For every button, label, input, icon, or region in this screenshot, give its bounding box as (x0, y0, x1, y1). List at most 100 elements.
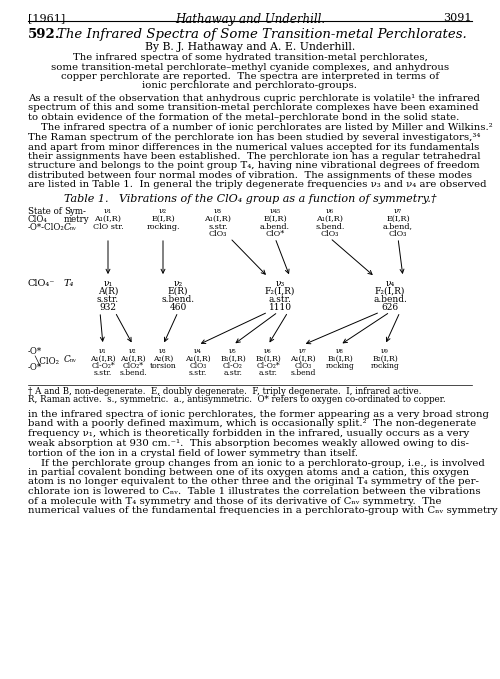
Text: R, Raman active.  s., symmetric.  a., antisymmetric.  O* refers to oxygen co-ord: R, Raman active. s., symmetric. a., anti… (28, 395, 446, 405)
Text: ν₂: ν₂ (159, 207, 167, 215)
Text: ν₄₅: ν₄₅ (270, 207, 280, 215)
Text: As a result of the observation that anhydrous cupric perchlorate is volatile¹ th: As a result of the observation that anhy… (28, 94, 480, 103)
Text: frequency ν₁, which is theoretically forbidden in the infrared, usually occurs a: frequency ν₁, which is theoretically for… (28, 429, 469, 438)
Text: s.str.: s.str. (208, 223, 228, 231)
Text: copper perchlorate are reported.  The spectra are interpreted in terms of: copper perchlorate are reported. The spe… (61, 72, 439, 81)
Text: metry: metry (64, 215, 90, 224)
Text: A₁(I,R): A₁(I,R) (94, 215, 122, 223)
Text: spectrum of this and some transition-metal perchlorate complexes have been exami: spectrum of this and some transition-met… (28, 103, 478, 113)
Text: a.bend,: a.bend, (383, 223, 413, 231)
Text: ν₁: ν₁ (99, 347, 107, 355)
Text: Table 1.   Vibrations of the ClO₄ group as a function of symmetry.†: Table 1. Vibrations of the ClO₄ group as… (64, 194, 436, 204)
Text: band with a poorly defined maximum, which is occasionally split.²  The non-degen: band with a poorly defined maximum, whic… (28, 420, 476, 428)
Text: ν₂: ν₂ (129, 347, 137, 355)
Text: The Infrared Spectra of Some Transition-metal Perchlorates.: The Infrared Spectra of Some Transition-… (57, 28, 467, 41)
Text: distributed between four normal modes of vibration.  The assignments of these mo: distributed between four normal modes of… (28, 171, 472, 180)
Text: B₂(I,R): B₂(I,R) (372, 354, 398, 363)
Text: T₄: T₄ (64, 279, 74, 288)
Text: structure and belongs to the point group T₄, having nine vibrational degrees of : structure and belongs to the point group… (28, 162, 479, 170)
Text: The Raman spectrum of the perchlorate ion has been studied by several investigat: The Raman spectrum of the perchlorate io… (28, 133, 480, 142)
Text: A₁(I,R): A₁(I,R) (90, 354, 116, 363)
Text: 592.: 592. (28, 28, 60, 41)
Text: s.str.: s.str. (97, 295, 119, 304)
Text: By B. J. Hathaway and A. E. Underhill.: By B. J. Hathaway and A. E. Underhill. (145, 42, 355, 52)
Text: A₁(I,R): A₁(I,R) (316, 215, 344, 223)
Text: rocking: rocking (326, 362, 354, 370)
Text: ν₃: ν₃ (159, 347, 167, 355)
Text: s.bend: s.bend (290, 369, 316, 378)
Text: rocking: rocking (370, 362, 400, 370)
Text: Cₙᵥ: Cₙᵥ (64, 355, 78, 364)
Text: -O*: -O* (28, 347, 42, 356)
Text: The infrared spectra of a number of ionic perchlorates are listed by Miller and : The infrared spectra of a number of ioni… (28, 124, 493, 132)
Text: ν₈: ν₈ (336, 347, 344, 355)
Text: ν₁: ν₁ (104, 207, 112, 215)
Text: 460: 460 (170, 303, 186, 312)
Text: ν₆: ν₆ (326, 207, 334, 215)
Text: some transition-metal perchlorate–methyl cyanide complexes, and anhydrous: some transition-metal perchlorate–methyl… (51, 62, 449, 71)
Text: The infrared spectra of some hydrated transition-metal perchlorates,: The infrared spectra of some hydrated tr… (72, 53, 428, 62)
Text: ClO₄⁻: ClO₄⁻ (28, 279, 56, 288)
Text: a.bend.: a.bend. (373, 295, 407, 304)
Text: 626: 626 (382, 303, 398, 312)
Text: A(R): A(R) (98, 287, 118, 296)
Text: ν₄: ν₄ (386, 279, 394, 288)
Text: [1961]: [1961] (28, 13, 65, 23)
Text: torsion: torsion (150, 362, 176, 370)
Text: Cₙᵥ: Cₙᵥ (64, 223, 78, 232)
Text: ClO₃: ClO₃ (209, 230, 227, 238)
Text: -O*: -O* (28, 363, 42, 372)
Text: -O*-ClO₂: -O*-ClO₂ (28, 223, 65, 232)
Text: a.str.: a.str. (224, 369, 242, 378)
Text: Cl-O₂*: Cl-O₂* (91, 362, 115, 370)
Text: ν₅: ν₅ (229, 347, 237, 355)
Text: A₁(I,R): A₁(I,R) (185, 354, 211, 363)
Text: in the infrared spectra of ionic perchlorates, the former appearing as a very br: in the infrared spectra of ionic perchlo… (28, 410, 489, 419)
Text: ν₂: ν₂ (174, 279, 182, 288)
Text: Hathaway and Underhill.: Hathaway and Underhill. (175, 13, 325, 26)
Text: s.bend.: s.bend. (316, 223, 344, 231)
Text: B₂(I,R): B₂(I,R) (255, 354, 281, 363)
Text: ╲ClO₂: ╲ClO₂ (34, 355, 59, 365)
Text: 932: 932 (100, 303, 116, 312)
Text: s.bend.: s.bend. (162, 295, 194, 304)
Text: rocking.: rocking. (146, 223, 180, 231)
Text: their assignments have been established.  The perchlorate ion has a regular tetr: their assignments have been established.… (28, 152, 480, 161)
Text: of a molecule with T₄ symmetry and those of its derivative of Cₙᵥ symmetry.  The: of a molecule with T₄ symmetry and those… (28, 496, 442, 505)
Text: 3091: 3091 (444, 13, 472, 23)
Text: ν₃: ν₃ (214, 207, 222, 215)
Text: ν₆: ν₆ (264, 347, 272, 355)
Text: ν₁: ν₁ (104, 279, 112, 288)
Text: E(R): E(R) (168, 287, 188, 296)
Text: ν₉: ν₉ (381, 347, 389, 355)
Text: a.str.: a.str. (258, 369, 278, 378)
Text: ν₃: ν₃ (276, 279, 284, 288)
Text: atom is no longer equivalent to the other three and the original T₄ symmetry of : atom is no longer equivalent to the othe… (28, 477, 479, 486)
Text: F₂(I,R): F₂(I,R) (265, 287, 295, 296)
Text: Cl-O₂: Cl-O₂ (223, 362, 243, 370)
Text: chlorate ion is lowered to Cₙᵥ.  Table 1 illustrates the correlation between the: chlorate ion is lowered to Cₙᵥ. Table 1 … (28, 487, 480, 496)
Text: 1110: 1110 (268, 303, 291, 312)
Text: ClO str.: ClO str. (92, 223, 124, 231)
Text: A₁(I,R): A₁(I,R) (120, 354, 146, 363)
Text: State of: State of (28, 207, 62, 216)
Text: A₁(I,R): A₁(I,R) (204, 215, 232, 223)
Text: E(I,R): E(I,R) (386, 215, 410, 223)
Text: B₁(I,R): B₁(I,R) (327, 354, 353, 363)
Text: Sym-: Sym- (64, 207, 86, 216)
Text: ClO₃: ClO₃ (321, 230, 339, 238)
Text: s.str.: s.str. (189, 369, 207, 378)
Text: B₁(I,R): B₁(I,R) (220, 354, 246, 363)
Text: A₂(R): A₂(R) (153, 354, 173, 363)
Text: E(I,R): E(I,R) (151, 215, 175, 223)
Text: F₂(I,R): F₂(I,R) (375, 287, 405, 296)
Text: Cl-O₂*: Cl-O₂* (256, 362, 280, 370)
Text: numerical values of the fundamental frequencies in a perchlorato-group with Cₙᵥ : numerical values of the fundamental freq… (28, 506, 498, 515)
Text: are listed in Table 1.  In general the triply degenerate frequencies ν₃ and ν₄ a: are listed in Table 1. In general the tr… (28, 181, 486, 189)
Text: ν₇: ν₇ (394, 207, 402, 215)
Text: a.bend.: a.bend. (260, 223, 290, 231)
Text: to obtain evidence of the formation of the metal–perchlorate bond in the solid s: to obtain evidence of the formation of t… (28, 113, 460, 122)
Text: in partial covalent bonding between one of its oxygen atoms and a cation, this o: in partial covalent bonding between one … (28, 468, 469, 477)
Text: ClO₂*: ClO₂* (122, 362, 144, 370)
Text: tortion of the ion in a crystal field of lower symmetry than itself.: tortion of the ion in a crystal field of… (28, 449, 358, 458)
